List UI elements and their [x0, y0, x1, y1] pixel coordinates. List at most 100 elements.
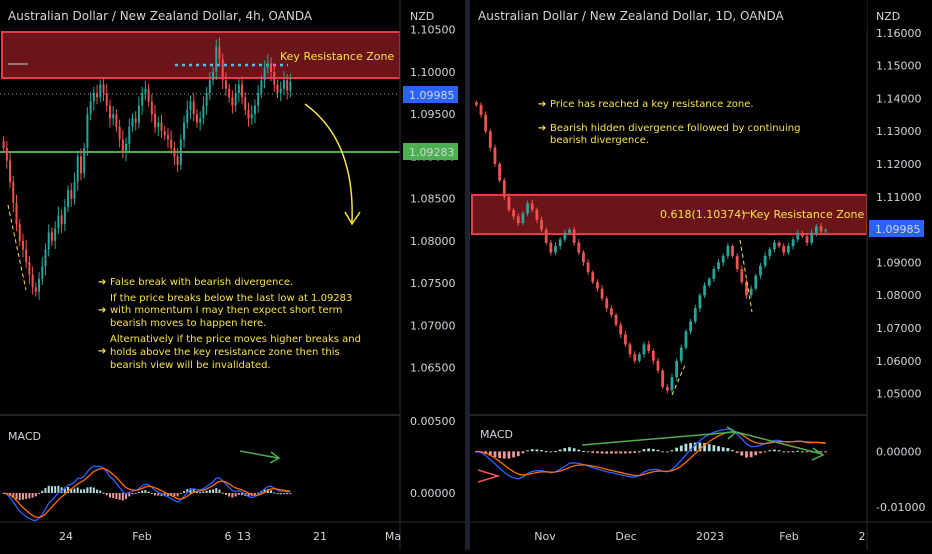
candle-body — [661, 370, 665, 388]
macd-histogram-bar — [221, 492, 224, 494]
price-axis[interactable]: 1.105001.100001.095001.090001.085001.080… — [410, 24, 456, 375]
macd-histogram-bar — [41, 490, 44, 493]
macd-histogram-bar — [163, 493, 166, 497]
macd-histogram-bar — [824, 451, 828, 453]
candle-body — [2, 141, 5, 148]
candle-body — [479, 104, 483, 115]
candle-body — [535, 209, 539, 220]
candle-body — [675, 360, 679, 378]
candle-body — [707, 278, 711, 286]
macd-histogram-bar — [819, 451, 823, 453]
candle-body — [768, 249, 772, 256]
candle-body — [726, 246, 730, 256]
macd-histogram-bar — [157, 493, 160, 496]
resistance-zone-label: Key Resistance Zone — [750, 208, 864, 221]
macd-histogram-bar — [498, 451, 502, 459]
macd-histogram-bar — [656, 449, 660, 452]
candle-body — [651, 350, 655, 361]
candle-body — [600, 288, 604, 299]
left-chart-panel[interactable]: Key Resistance Zone ➔ False break with b… — [0, 0, 465, 550]
y-tick-label: 1.10000 — [410, 66, 456, 79]
macd-histogram-bar — [286, 493, 289, 495]
candle-body — [572, 229, 576, 243]
current-price-badge: 1.09985 — [403, 86, 458, 103]
candle-body — [777, 242, 781, 246]
resistance-zone: Key Resistance Zone — [1, 31, 401, 79]
candle-body — [605, 298, 609, 309]
candle-body — [115, 114, 118, 127]
macd-histogram-bar — [212, 489, 215, 493]
macd-histogram-bar — [623, 451, 627, 454]
candle-body — [147, 88, 150, 102]
macd-histogram-bar — [241, 493, 244, 496]
right-chart-panel[interactable]: 0.618(1.10374) Key Resistance Zone ➔ Pri… — [470, 0, 932, 550]
macd-histogram-bar — [805, 451, 809, 453]
macd-axis: 0.00000 -0.01000 — [876, 445, 925, 514]
macd-line — [3, 465, 291, 522]
candle-body — [150, 101, 153, 115]
candle-body — [5, 147, 8, 161]
macd-histogram-bar — [47, 485, 50, 493]
panel-divider[interactable] — [465, 0, 470, 550]
macd-histogram-bar — [703, 443, 706, 452]
candle-body — [824, 229, 828, 232]
macd-histogram-bar — [619, 451, 623, 454]
macd-histogram-bar — [199, 492, 202, 494]
macd-histogram-bar — [170, 493, 173, 497]
time-axis[interactable]: Nov Dec 2023 Feb 2 — [534, 530, 865, 543]
candle-body — [18, 224, 21, 241]
candle-body — [642, 344, 646, 355]
note-line: If the price breaks below the last low a… — [110, 293, 352, 304]
candle-body — [63, 207, 66, 225]
macd-histogram-bar — [70, 488, 73, 493]
macd-histogram-bar — [679, 445, 683, 452]
currency-label: NZD — [876, 10, 900, 23]
y-tick-label: 1.07500 — [410, 277, 456, 290]
candle-body — [749, 288, 753, 296]
macd-histogram-bar — [160, 493, 163, 497]
macd-histogram-bar — [141, 490, 144, 493]
candle-body — [596, 282, 599, 289]
time-axis[interactable]: 24 Feb 6 13 21 Ma — [59, 530, 401, 543]
candle-body — [656, 360, 660, 371]
candle-body — [128, 126, 131, 144]
y-tick-label: 1.14000 — [876, 92, 922, 105]
macd-histogram-bar — [731, 450, 734, 452]
macd-histogram-bar — [540, 450, 543, 452]
candle-body — [266, 63, 269, 68]
notes-annotation: ➔ False break with bearish divergence. I… — [98, 277, 361, 371]
candle-body — [276, 84, 279, 93]
macd-histogram-bar — [125, 493, 128, 500]
macd-histogram-bar — [787, 451, 790, 453]
macd-histogram-bar — [544, 451, 548, 453]
candle-body — [805, 236, 809, 243]
candle-body — [474, 102, 478, 105]
candle-body — [15, 202, 18, 225]
price-axis[interactable]: 1.16000 1.15000 1.14000 1.13000 1.12000 1.110… — [876, 27, 922, 401]
candle-body — [782, 246, 786, 253]
candle-body — [563, 232, 567, 240]
macd-histogram-bar — [773, 449, 776, 452]
candle-body — [125, 143, 128, 153]
candle-body — [526, 203, 529, 214]
svg-text:➔: ➔ — [98, 277, 106, 288]
candle-body — [112, 114, 115, 119]
macd-histogram-bar — [189, 488, 192, 493]
candle-body — [105, 92, 108, 106]
candle-body — [614, 314, 618, 325]
macd-histogram-bar — [108, 493, 111, 498]
macd-histogram-bar — [647, 448, 651, 452]
candle-body — [57, 215, 60, 229]
macd-histogram-bar — [83, 489, 86, 493]
macd-histogram-bar — [38, 493, 41, 494]
macd-histogram-bar — [144, 490, 147, 493]
macd-histogram-bar — [105, 493, 108, 496]
candle-body — [286, 80, 289, 91]
macd-label: MACD — [8, 430, 41, 443]
macd-histogram-bar — [96, 489, 99, 493]
candle-body — [488, 131, 492, 148]
macd-histogram-bar — [726, 447, 730, 452]
macd-histogram-bar — [270, 490, 273, 493]
macd-histogram-bar — [154, 493, 157, 496]
macd-histogram-bar — [121, 493, 124, 501]
